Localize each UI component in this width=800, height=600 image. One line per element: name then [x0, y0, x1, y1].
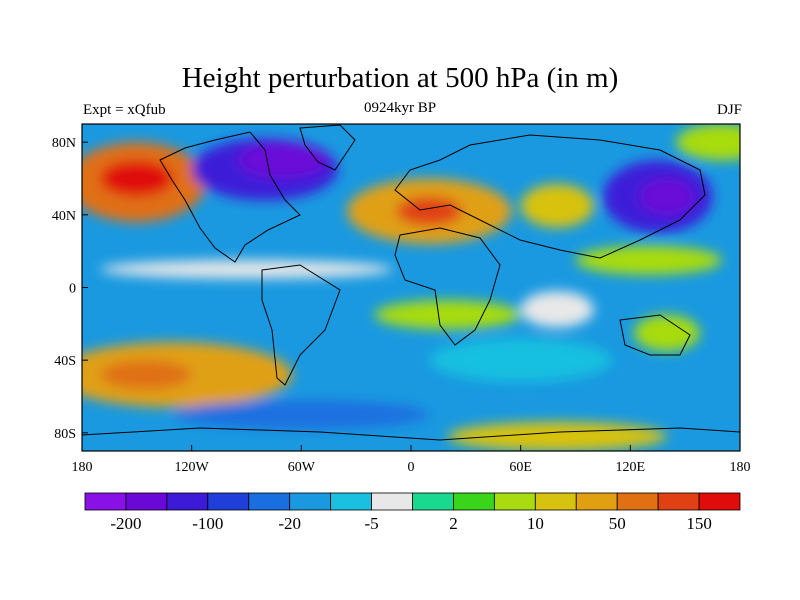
colorbar-swatch — [125, 492, 168, 511]
lon-tick-label: 120W — [175, 460, 210, 475]
field-anomaly-16 — [429, 338, 613, 382]
colorbar-swatch — [493, 492, 536, 511]
height-field — [82, 124, 740, 451]
colorbar-label: 10 — [527, 514, 544, 533]
field-anomaly-18 — [173, 400, 430, 430]
lon-tick-label: 120E — [616, 460, 646, 475]
colorbar-swatch — [84, 492, 127, 511]
period-label: 0924kyr BP — [363, 100, 437, 116]
lat-tick-label: 80N — [52, 136, 76, 151]
lat-tick-label: 40N — [52, 209, 76, 224]
colorbar-swatch — [166, 492, 209, 511]
field-anomaly-8 — [639, 178, 695, 215]
axes: 80N 40N 0 40S 80S 180 120W 60W 0 60E 120E 180 — [52, 136, 751, 475]
field-anomaly-1 — [100, 160, 174, 197]
field-anomaly-9 — [575, 245, 722, 275]
colorbar: -200 -100 -20 -5 2 10 50 150 — [84, 492, 741, 533]
field-anomaly-15 — [100, 360, 192, 390]
colorbar-swatch — [412, 492, 454, 511]
lon-tick-label: 180 — [730, 460, 751, 475]
lon-tick-label: 60E — [509, 460, 532, 475]
lat-tick-label: 0 — [69, 282, 76, 297]
colorbar-swatch — [207, 492, 250, 511]
colorbar-label: -200 — [110, 514, 141, 533]
colorbar-label: 2 — [449, 514, 458, 533]
experiment-label: Expt = xQfub — [83, 102, 166, 118]
colorbar-swatch — [248, 492, 291, 511]
colorbar-swatch — [289, 492, 332, 511]
lat-tick-label: 40S — [54, 354, 76, 369]
colorbar-swatch — [575, 492, 618, 511]
field-anomaly-3 — [237, 142, 329, 179]
colorbar-label: 150 — [686, 514, 712, 533]
colorbar-swatch — [698, 492, 741, 511]
field-anomaly-12 — [520, 291, 594, 328]
colorbar-label: -5 — [364, 514, 378, 533]
colorbar-swatch — [616, 492, 659, 511]
colorbar-swatch — [534, 492, 577, 511]
lon-tick-label: 60W — [288, 460, 316, 475]
field-anomaly-6 — [520, 183, 594, 228]
colorbar-label: -20 — [278, 514, 301, 533]
colorbar-swatch — [453, 492, 495, 511]
colorbar-swatch — [371, 492, 413, 511]
plot-title: Height perturbation at 500 hPa (in m) — [181, 62, 619, 94]
field-anomaly-5 — [396, 196, 463, 226]
field-anomaly-13 — [633, 314, 700, 352]
colorbar-swatch — [657, 492, 700, 511]
season-label: DJF — [716, 102, 742, 118]
colorbar-label: 50 — [609, 514, 626, 533]
field-anomaly-17 — [447, 421, 667, 451]
lon-tick-label: 180 — [72, 460, 93, 475]
field-anomaly-19 — [676, 124, 740, 161]
field-anomaly-10 — [100, 260, 393, 279]
colorbar-label: -100 — [192, 514, 223, 533]
colorbar-swatch — [330, 492, 372, 511]
field-anomaly-11 — [374, 300, 521, 330]
lon-tick-label: 0 — [408, 460, 415, 475]
coastlines — [82, 124, 740, 441]
lat-tick-label: 80S — [54, 427, 76, 442]
